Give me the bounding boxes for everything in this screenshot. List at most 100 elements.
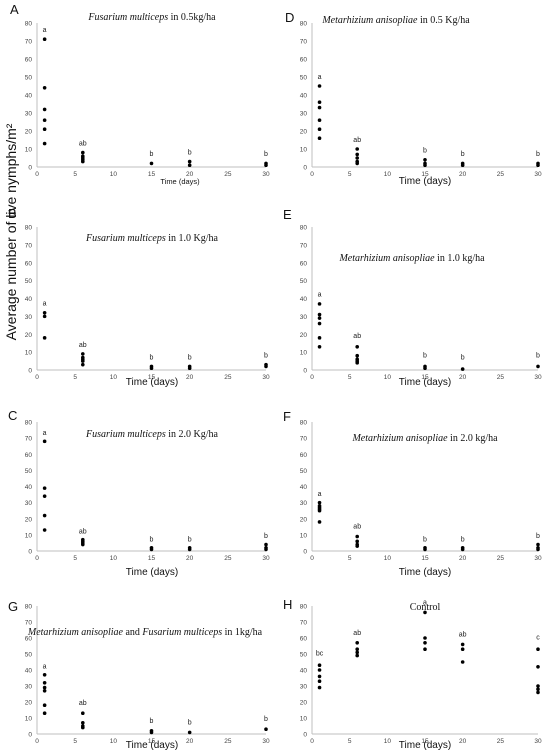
significance-label: b [264, 533, 268, 540]
data-point [317, 663, 322, 667]
chart-title-part: Metarhizium anisopliae [27, 627, 124, 638]
chart-panel-c: C 0 10 20 30 40 50 60 70 80 0 5 10 15 20 25 30 Time (days… [8, 408, 270, 578]
data-point [536, 542, 540, 547]
y-tick-label: 30 [25, 111, 33, 118]
significance-label: b [423, 536, 427, 543]
chart-title: Fusarium multiceps in 2.0 Kg/ha [85, 429, 218, 440]
x-tick-label: 25 [497, 738, 505, 745]
chart-panel-d: D 0 10 20 30 40 50 60 70 80 0 5 10 15 20 25 30 Time (days… [285, 10, 542, 187]
x-tick-label: 0 [35, 171, 39, 178]
y-tick-label: 80 [300, 21, 308, 28]
y-tick-label: 80 [300, 225, 308, 232]
y-tick-label: 30 [300, 314, 308, 321]
x-axis-label: Time (days) [126, 377, 178, 388]
data-point [149, 547, 154, 552]
y-tick-label: 70 [25, 436, 33, 443]
significance-label: ab [79, 528, 87, 535]
significance-label: b [150, 151, 154, 158]
y-tick-label: 40 [300, 93, 308, 100]
y-tick-label: 70 [300, 242, 308, 249]
chart-title: Metarhizium anisopliae in 2.0 kg/ha [351, 433, 498, 444]
x-tick-label: 30 [534, 555, 542, 562]
x-tick-label: 5 [73, 171, 77, 178]
x-tick-label: 30 [262, 738, 270, 745]
x-axis-label: Time (days) [126, 567, 178, 578]
data-point [42, 494, 47, 498]
chart-title-part: in 1kg/ha [222, 627, 263, 638]
y-tick-label: 80 [300, 420, 308, 427]
y-tick-label: 40 [25, 296, 33, 303]
y-tick-label: 0 [28, 549, 32, 556]
y-tick-label: 50 [300, 468, 308, 475]
significance-label: ab [353, 137, 361, 144]
data-point [264, 547, 268, 552]
x-tick-label: 25 [497, 555, 505, 562]
x-tick-label: 20 [186, 374, 194, 381]
x-axis-label: Time (days) [399, 176, 451, 187]
panel-letter: G [8, 599, 18, 614]
y-tick-label: 0 [28, 165, 32, 172]
y-tick-label: 50 [300, 75, 308, 82]
data-point [460, 163, 465, 167]
x-axis-label: Time (days) [160, 177, 200, 186]
data-point [423, 636, 427, 640]
data-point [42, 336, 47, 340]
data-point [355, 650, 360, 655]
y-tick-label: 80 [25, 604, 33, 611]
significance-label: a [318, 74, 322, 81]
significance-label: b [461, 536, 465, 543]
data-point [423, 158, 427, 162]
x-tick-label: 20 [459, 738, 467, 745]
y-tick-label: 30 [300, 684, 308, 691]
y-tick-label: 10 [300, 147, 308, 154]
panel-letter: F [283, 409, 291, 424]
data-point [264, 364, 268, 369]
chart-title: Fusarium multiceps in 1.0 Kg/ha [85, 233, 218, 244]
y-tick-label: 0 [303, 165, 307, 172]
data-point [42, 141, 47, 146]
x-axis-label: Time (days) [399, 567, 451, 578]
y-tick-label: 10 [300, 350, 308, 357]
data-point [42, 37, 47, 41]
y-tick-label: 20 [300, 516, 308, 523]
data-point [149, 161, 154, 166]
chart-title-part: Metarhizium anisopliae [321, 15, 418, 26]
data-point [81, 159, 85, 164]
data-point [42, 86, 47, 90]
y-tick-label: 70 [300, 620, 308, 627]
data-point [42, 689, 47, 693]
significance-label: ab [353, 630, 361, 637]
significance-label: ab [353, 333, 361, 340]
x-tick-label: 0 [310, 171, 314, 178]
data-point [81, 352, 85, 356]
significance-label: b [150, 354, 154, 361]
chart-title-part: in 2.0 kg/ha [448, 433, 499, 444]
y-tick-label: 20 [25, 516, 33, 523]
significance-label: b [264, 716, 268, 723]
chart-title-part: Control [410, 602, 441, 613]
data-point [317, 302, 322, 306]
data-point [42, 513, 47, 518]
y-tick-label: 70 [25, 39, 33, 46]
x-tick-label: 20 [459, 555, 467, 562]
data-point [42, 311, 47, 315]
data-point [355, 147, 360, 151]
x-tick-label: 30 [262, 555, 270, 562]
chart-title: Fusarium multiceps in 0.5kg/ha [87, 12, 216, 23]
chart-panel-h: H 0 10 20 30 40 50 60 70 80 0 5 10 15 20 25 30 Time (days… [283, 597, 542, 751]
y-tick-label: 80 [25, 420, 33, 427]
data-point [317, 508, 322, 513]
x-tick-label: 25 [224, 738, 232, 745]
y-tick-label: 0 [303, 368, 307, 375]
data-point [42, 528, 47, 532]
data-point [317, 344, 322, 349]
data-point [317, 520, 322, 524]
x-tick-label: 30 [534, 171, 542, 178]
x-tick-label: 0 [35, 738, 39, 745]
y-tick-label: 10 [25, 350, 33, 357]
data-point [355, 161, 360, 166]
x-tick-label: 30 [262, 374, 270, 381]
chart-title: Control [410, 602, 441, 613]
data-point [42, 685, 47, 690]
x-tick-label: 0 [310, 374, 314, 381]
